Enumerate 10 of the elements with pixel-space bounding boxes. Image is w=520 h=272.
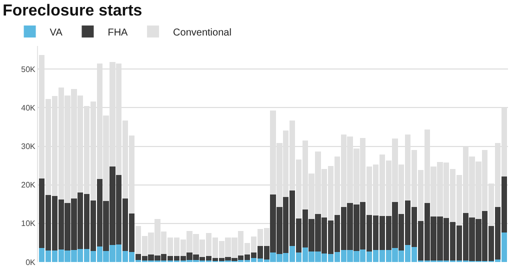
legend-label: VA bbox=[50, 27, 63, 38]
y-tick-label: 10K bbox=[21, 219, 36, 228]
legend-label: Conventional bbox=[173, 27, 232, 38]
y-tick-label: 30K bbox=[21, 142, 36, 152]
legend-label: FHA bbox=[108, 27, 128, 38]
chart-title: Foreclosure starts bbox=[2, 2, 142, 20]
y-tick-label: 20K bbox=[21, 180, 36, 190]
y-tick-label: 40K bbox=[21, 104, 36, 113]
y-tick-label: 50K bbox=[21, 64, 36, 74]
y-tick-label: 0K bbox=[26, 258, 36, 267]
